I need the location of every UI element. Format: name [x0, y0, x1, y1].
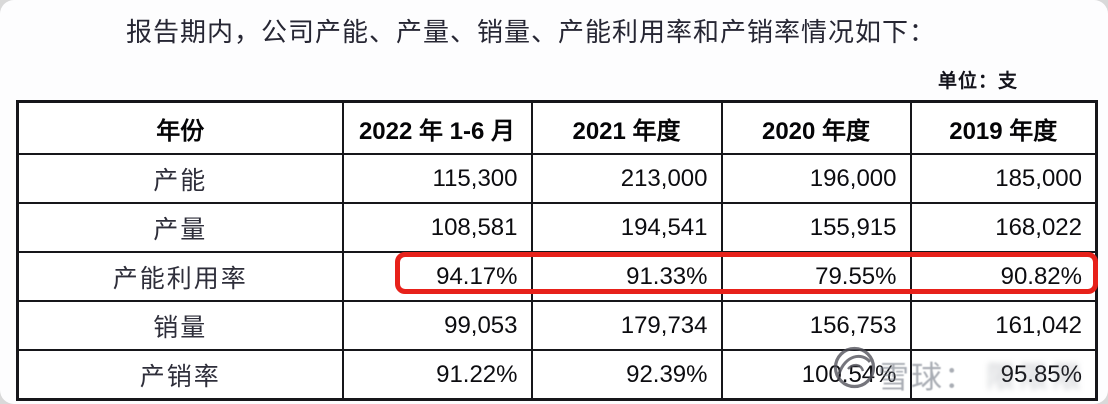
value-cell: 155,915 [720, 202, 912, 253]
value-cell: 79.55% [720, 251, 912, 302]
table-row-sales: 销量 99,053 179,734 156,753 161,042 [16, 300, 1098, 351]
value-cell: 91.22% [341, 349, 533, 401]
value-cell: 91.33% [530, 251, 723, 302]
value-cell: 92.39% [530, 349, 723, 401]
intro-text: 报告期内，公司产能、产量、销量、产能利用率和产销率情况如下： [126, 18, 937, 47]
value-cell: 99,053 [341, 300, 533, 351]
value-cell: 115,300 [341, 153, 533, 204]
capacity-output-sales-table: 年份 2022 年 1-6 月 2021 年度 2020 年度 2019 年度 … [16, 100, 1098, 401]
value-cell: 90.82% [909, 251, 1098, 302]
row-label: 产能利用率 [16, 251, 344, 302]
value-cell: 196,000 [720, 153, 912, 204]
value-cell: 108,581 [341, 202, 533, 253]
header-cell-year: 年份 [16, 100, 344, 155]
value-cell: 94.17% [341, 251, 533, 302]
value-cell: 156,753 [720, 300, 912, 351]
value-cell: 185,000 [909, 153, 1098, 204]
value-cell: 179,734 [530, 300, 723, 351]
value-cell: 168,022 [909, 202, 1098, 253]
table-row-capacity: 产能 115,300 213,000 196,000 185,000 [16, 153, 1098, 204]
header-cell-2022h1: 2022 年 1-6 月 [341, 100, 533, 155]
value-cell: 194,541 [530, 202, 723, 253]
table-header-row: 年份 2022 年 1-6 月 2021 年度 2020 年度 2019 年度 [16, 100, 1098, 155]
value-cell: 161,042 [909, 300, 1098, 351]
header-cell-2019: 2019 年度 [909, 100, 1098, 155]
table-row-production-sales-ratio: 产销率 91.22% 92.39% 100.54% 95.85% [16, 349, 1098, 401]
header-cell-2021: 2021 年度 [530, 100, 723, 155]
table-row-capacity-utilization: 产能利用率 94.17% 91.33% 79.55% 90.82% [16, 251, 1098, 302]
row-label: 产销率 [16, 349, 344, 401]
table-row-output: 产量 108,581 194,541 155,915 168,022 [16, 202, 1098, 253]
header-cell-2020: 2020 年度 [720, 100, 912, 155]
value-cell: 95.85% [909, 349, 1098, 401]
unit-label: 单位：支 [938, 71, 1019, 92]
row-label: 产能 [16, 153, 344, 204]
value-cell: 213,000 [530, 153, 723, 204]
value-cell: 100.54% [720, 349, 912, 401]
row-label: 产量 [16, 202, 344, 253]
row-label: 销量 [16, 300, 344, 351]
